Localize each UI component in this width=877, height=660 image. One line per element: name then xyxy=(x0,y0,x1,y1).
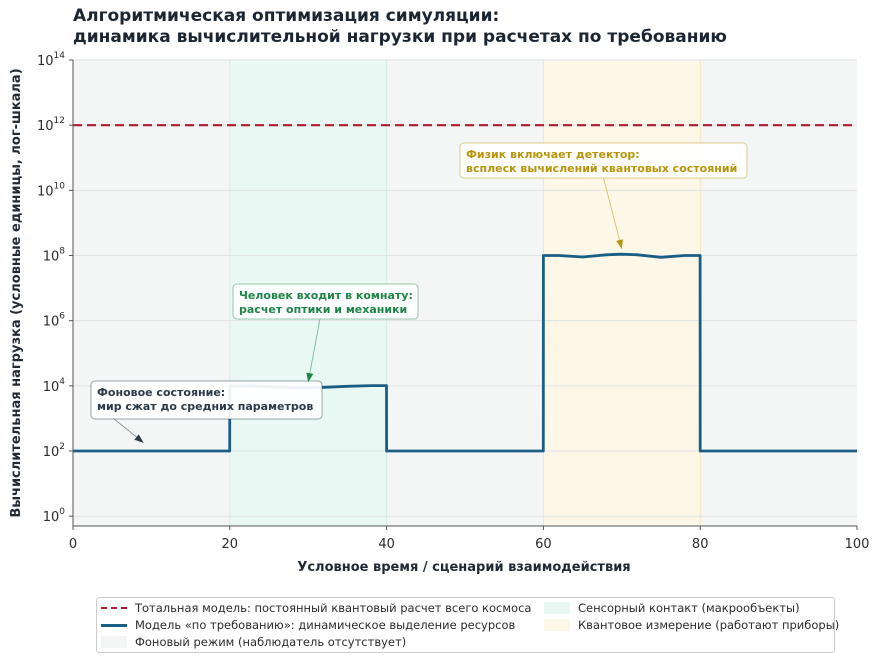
y-axis-label: Вычислительная нагрузка (условные единиц… xyxy=(9,68,24,517)
legend-swatch-sensory_contact xyxy=(544,602,570,614)
region-quantum_measurement-3 xyxy=(543,60,701,526)
shaded-regions xyxy=(73,60,857,526)
y-tick-label: 104 xyxy=(43,377,66,395)
annotation-box-2 xyxy=(459,142,748,179)
x-tick-label: 60 xyxy=(535,537,552,552)
chart-legend: Тотальная модель: постоянный квантовый р… xyxy=(96,597,839,653)
legend-swatch-line xyxy=(101,623,127,627)
annotation-arrow-2 xyxy=(603,177,623,249)
annotation-text: Физик включает детектор: xyxy=(466,148,640,161)
annotation-text: мир сжат до средних параметров xyxy=(97,400,313,413)
x-tick-label: 40 xyxy=(378,537,395,552)
x-axis-label: Условное время / сценарий взаимодействия xyxy=(297,560,630,575)
annotation-text: Человек входит в комнату: xyxy=(239,289,413,302)
x-tick-label: 80 xyxy=(692,537,709,552)
annotation-text: расчет оптики и механики xyxy=(239,303,407,316)
legend-label: Фоновый режим (наблюдатель отсутствует) xyxy=(135,635,407,649)
y-tick-label: 100 xyxy=(43,507,66,525)
legend-label: Сенсорный контакт (макрообъекты) xyxy=(578,601,800,615)
annotation-box-0 xyxy=(90,380,323,420)
legend-item: Фоновый режим (наблюдатель отсутствует) xyxy=(101,635,406,649)
y-tick-label: 1014 xyxy=(37,51,65,69)
annotation-arrowhead-2 xyxy=(616,239,623,249)
y-tick-label: 1010 xyxy=(37,181,65,199)
axes: 100 102 104 106 108 1010 1012 1014 0 20 40 60 80 100 xyxy=(37,51,869,552)
legend-item: Тотальная модель: постоянный квантовый р… xyxy=(101,601,531,615)
x-tick-label: 20 xyxy=(222,537,239,552)
annotation-arrow-1 xyxy=(307,318,321,383)
annotation-text: всплеск вычислений квантовых состояний xyxy=(466,162,737,175)
legend-item: Сенсорный контакт (макрообъекты) xyxy=(544,601,800,615)
y-tick-label: 1012 xyxy=(37,116,65,134)
y-tick-label: 106 xyxy=(43,312,66,330)
legend-swatch-background_mode xyxy=(101,636,127,648)
chart-title-line-1: Алгоритмическая оптимизация симуляции: xyxy=(73,6,500,26)
legend-item: Квантовое измерение (работают приборы) xyxy=(544,618,839,632)
x-tick-label: 100 xyxy=(845,537,870,552)
legend-label: Квантовое измерение (работают приборы) xyxy=(578,618,840,632)
y-tick-label: 102 xyxy=(43,442,65,460)
x-tick-label: 0 xyxy=(69,537,77,552)
chart-title: Алгоритмическая оптимизация симуляции: д… xyxy=(73,6,727,48)
annotation-arrowhead-1 xyxy=(306,372,314,383)
legend-item: Модель «по требованию»: динамическое выд… xyxy=(101,618,515,632)
annotation-arrowhead-0 xyxy=(134,434,144,443)
chart-canvas: 100 102 104 106 108 1010 1012 1014 0 20 40 60 80 100 … xyxy=(9,51,869,575)
y-tick-label: 108 xyxy=(43,247,66,265)
legend-swatch-quantum_measurement xyxy=(544,619,570,631)
legend-label: Тотальная модель: постоянный квантовый р… xyxy=(135,601,532,615)
chart-title-line-2: динамика вычислительной нагрузки при рас… xyxy=(73,27,727,47)
region-background_mode-0 xyxy=(73,60,230,526)
legend-label: Модель «по требованию»: динамическое выд… xyxy=(135,618,516,632)
region-background_mode-4 xyxy=(700,60,857,526)
annotations: Фоновое состояние:мир сжат до средних па… xyxy=(90,142,748,444)
annotation-text: Фоновое состояние: xyxy=(97,386,225,399)
annotation-box-1 xyxy=(232,283,419,320)
legend-swatch-dashed xyxy=(101,607,127,609)
